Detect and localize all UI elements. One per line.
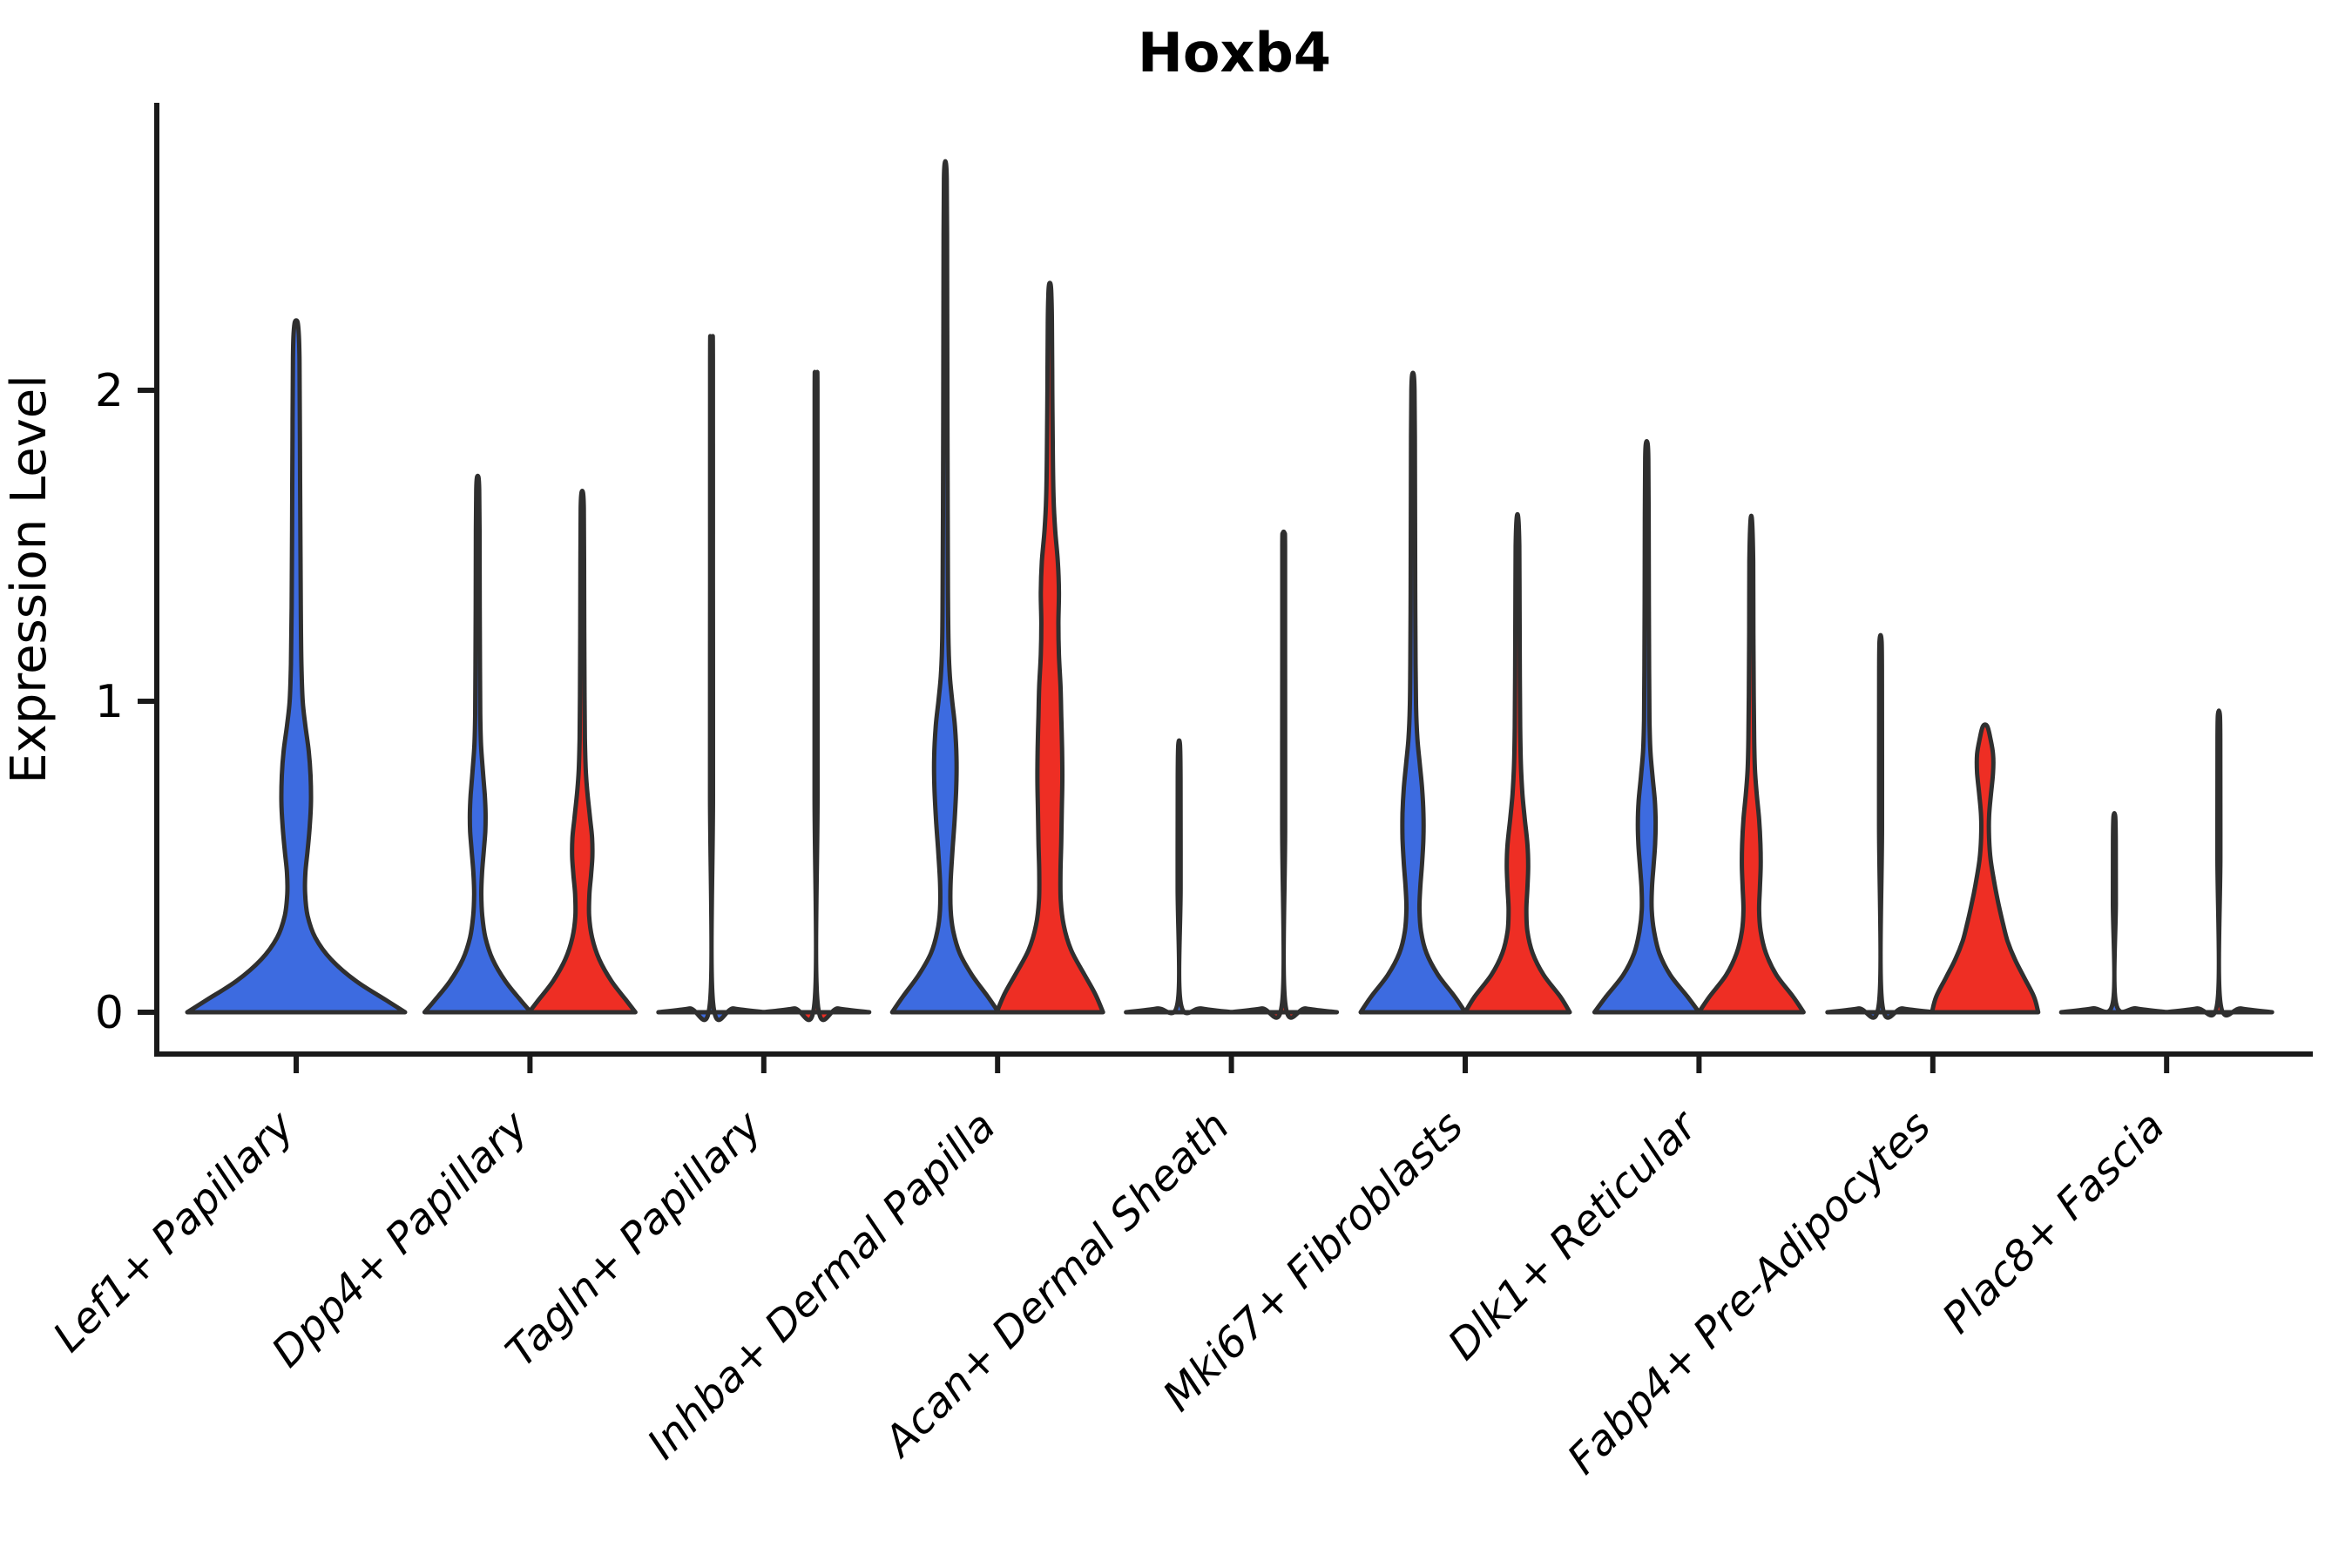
violin-dpp4-papillary-red [526,489,638,1015]
x-tick-label-lef1-papillary: Lef1+ Papillary [44,1101,304,1362]
violin-dpp4-papillary-blue [422,473,533,1015]
violin-plac8-fascia-red [2163,708,2274,1017]
violin-inhba-dermal-papilla-red [994,280,1105,1015]
y-tick-label: 2 [95,365,124,417]
violin-plac8-fascia-blue [2058,811,2170,1015]
x-tick-label-dlk1-reticular: Dlk1+ Reticular [1439,1100,1709,1370]
y-tick-label: 0 [95,987,124,1039]
violin-inhba-dermal-papilla-blue [889,159,1001,1015]
y-tick-label: 1 [95,676,124,728]
x-tick-label-plac8-fascia: Plac8+ Fascia [1933,1102,2174,1343]
violin-acan-dermal-sheath-red [1228,529,1340,1020]
x-tick-label-tagln-papillary: Tagln+ Papillary [497,1101,772,1376]
violin-mki67-fibroblasts-blue [1358,370,1468,1015]
violin-dlk1-reticular-red [1696,513,1806,1015]
violin-lef1-papillary-blue [185,318,408,1015]
violin-tagln-papillary-blue [656,334,767,1023]
violin-acan-dermal-sheath-blue [1124,738,1235,1016]
chart-title: Hoxb4 [1138,21,1331,84]
violin-tagln-papillary-red [760,369,872,1023]
violin-fabp4-pre-adipocytes-blue [1825,632,1936,1020]
violin-fabp4-pre-adipocytes-red [1930,722,2041,1015]
x-tick-label-dpp4-papillary: Dpp4+ Papillary [262,1101,537,1376]
y-axis-label: Expression Level [1,375,57,784]
violin-dlk1-reticular-blue [1592,438,1701,1015]
violin-mki67-fibroblasts-red [1463,511,1572,1015]
